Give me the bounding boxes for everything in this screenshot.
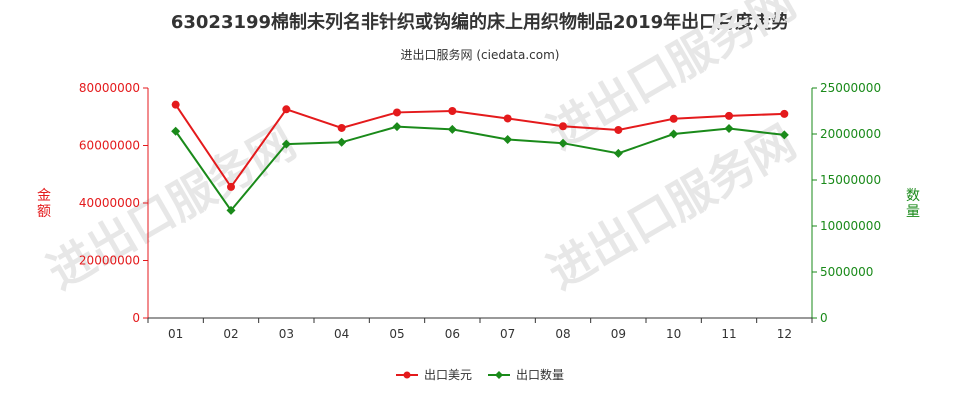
- y-left-tick-label: 60000000: [79, 139, 140, 153]
- series-point: [613, 148, 623, 158]
- x-tick-label: 08: [555, 327, 570, 341]
- legend-item-2: 出口数量: [488, 367, 564, 382]
- y-left-tick-label: 20000000: [79, 254, 140, 268]
- series-point: [503, 135, 513, 145]
- y-left-tick-label: 80000000: [79, 81, 140, 95]
- y-left-tick-label: 40000000: [79, 196, 140, 210]
- x-tick-label: 10: [666, 327, 681, 341]
- series-point: [558, 138, 568, 148]
- series-point: [724, 123, 734, 133]
- series-point: [669, 129, 679, 139]
- series-point: [227, 182, 235, 191]
- x-tick-label: 07: [500, 327, 515, 341]
- series-point: [780, 109, 789, 118]
- x-tick-label: 11: [721, 327, 736, 341]
- x-tick-label: 03: [279, 327, 294, 341]
- series-point: [669, 114, 678, 123]
- legend-item-1: 出口美元: [396, 368, 472, 382]
- series-point: [447, 124, 457, 134]
- series-line: [174, 125, 785, 213]
- series-point: [282, 105, 291, 114]
- legend-marker: [403, 371, 411, 379]
- axis-title-char: 金: [37, 188, 51, 204]
- series-line: [174, 104, 785, 189]
- x-tick-label: 04: [334, 327, 349, 341]
- series-1: [171, 100, 789, 191]
- legend: 出口美元 出口数量: [396, 367, 564, 382]
- x-tick-label: 12: [777, 327, 792, 341]
- series-point: [393, 108, 401, 117]
- series-point: [226, 205, 236, 215]
- x-tick-label: 02: [223, 327, 238, 341]
- series-2: [171, 122, 789, 215]
- series-point: [503, 114, 512, 123]
- series-point: [559, 122, 567, 131]
- series-point: [448, 107, 457, 115]
- y-right-tick-label: 0: [820, 311, 828, 325]
- x-tick-label: 05: [389, 327, 404, 341]
- legend-label: 出口美元: [424, 368, 472, 382]
- legend-label: 出口数量: [516, 367, 564, 382]
- y-right-tick-label: 10000000: [820, 219, 881, 233]
- x-tick-label: 06: [445, 327, 460, 341]
- y-left-tick-label: 0: [132, 311, 140, 325]
- axes-layer: 0 20000000 40000000 60000000 80000000 0 500000…: [37, 81, 920, 341]
- series-point: [337, 123, 346, 132]
- y-right-tick-label: 5000000: [820, 265, 873, 279]
- y-right-tick-label: 25000000: [820, 81, 881, 95]
- series-point: [171, 100, 180, 109]
- x-tick-label: 09: [611, 327, 626, 341]
- series-point: [779, 130, 789, 140]
- series-point: [392, 122, 402, 132]
- chart-title: 63023199棉制未列名非针织或钩编的床上用织物制品2019年出口月度走势: [170, 12, 790, 33]
- axis-title-char: 额: [37, 204, 51, 220]
- series-point: [281, 139, 291, 149]
- legend-marker: [495, 371, 503, 379]
- y-right-tick-label: 20000000: [820, 127, 881, 141]
- series-point: [614, 125, 623, 134]
- y-axis-right-title: 数量: [906, 188, 920, 220]
- chart-subtitle: 进出口服务网 (ciedata.com): [400, 48, 560, 62]
- series-layer: [171, 100, 789, 215]
- x-tick-label: 01: [168, 327, 183, 341]
- series-point: [171, 126, 181, 136]
- series-point: [337, 137, 347, 147]
- axis-title-char: 量: [906, 204, 920, 220]
- axis-title-char: 数: [906, 188, 920, 204]
- y-right-tick-label: 15000000: [820, 173, 881, 187]
- series-point: [725, 111, 733, 120]
- y-axis-left-title: 金额: [37, 188, 51, 220]
